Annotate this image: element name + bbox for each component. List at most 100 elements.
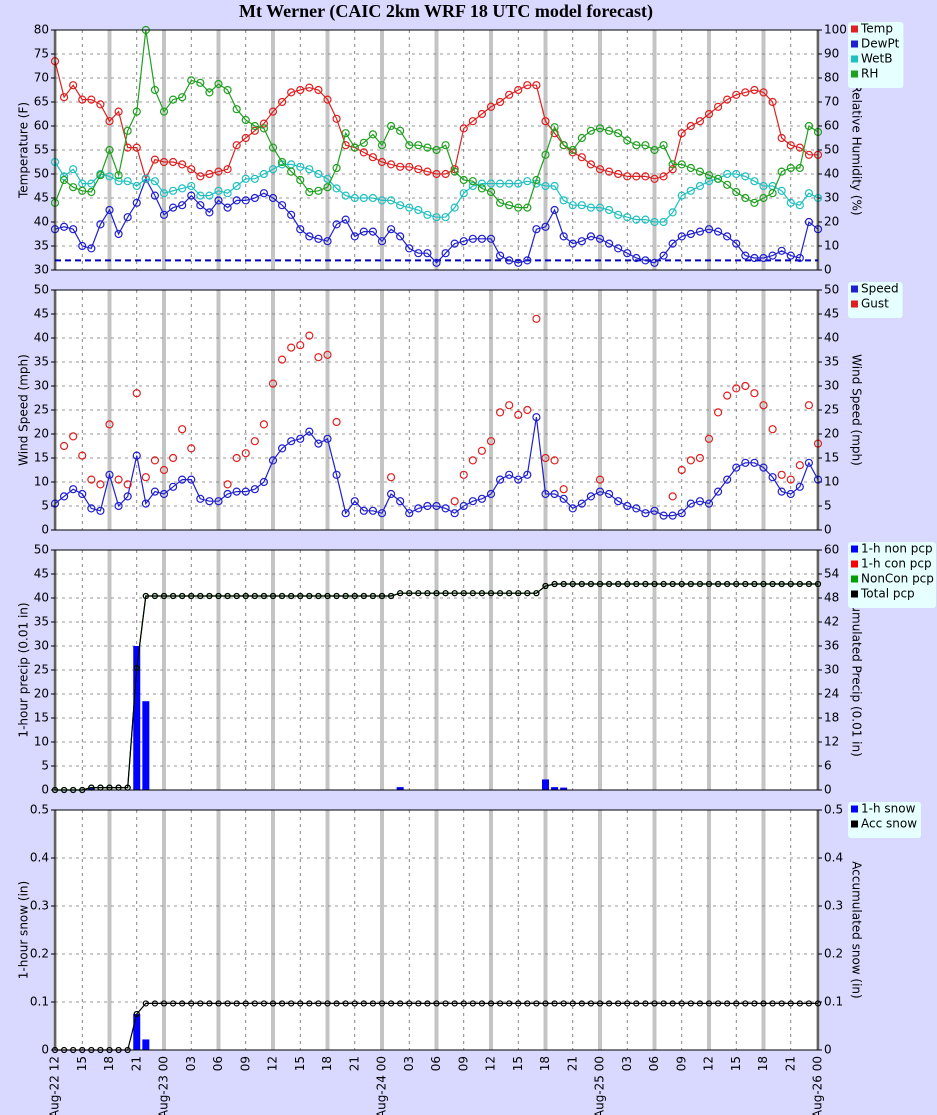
point xyxy=(795,482,804,491)
bar xyxy=(142,701,150,790)
point xyxy=(123,177,132,186)
point xyxy=(142,1000,149,1007)
point xyxy=(314,186,323,195)
legend-label: WetB xyxy=(861,52,892,66)
point xyxy=(160,1000,168,1007)
y-tick-label: 70 xyxy=(34,71,49,85)
y2-tick-label: 30 xyxy=(824,663,839,677)
point xyxy=(368,130,378,139)
y-tick-label: 55 xyxy=(34,143,49,157)
point xyxy=(351,1000,358,1007)
y2-tick-label: 54 xyxy=(824,567,839,581)
point xyxy=(777,186,786,195)
point xyxy=(233,1000,240,1007)
point xyxy=(241,174,250,183)
bar xyxy=(142,1039,150,1050)
point xyxy=(659,217,668,227)
point xyxy=(69,81,78,90)
point xyxy=(804,401,814,410)
y-tick-label: 20 xyxy=(34,687,49,701)
point xyxy=(205,191,214,200)
point xyxy=(795,461,804,470)
point xyxy=(196,201,205,210)
point xyxy=(314,85,323,95)
point xyxy=(651,580,658,588)
point xyxy=(624,580,631,588)
point xyxy=(305,83,314,92)
legend-swatch xyxy=(851,40,858,48)
point xyxy=(368,506,378,515)
point xyxy=(795,253,804,263)
point xyxy=(332,163,341,173)
point xyxy=(215,592,222,600)
point xyxy=(423,210,432,219)
point xyxy=(105,420,114,429)
point xyxy=(78,186,87,195)
point xyxy=(459,470,468,479)
point xyxy=(786,198,795,207)
point xyxy=(695,117,705,126)
point xyxy=(450,509,459,518)
point xyxy=(714,1000,722,1007)
y2-tick-label: 42 xyxy=(824,615,839,629)
point xyxy=(141,499,150,508)
point xyxy=(305,427,314,436)
y-tick-label: 35 xyxy=(34,355,49,369)
point xyxy=(268,143,278,152)
point xyxy=(315,1000,322,1007)
point xyxy=(677,465,686,475)
point xyxy=(432,145,441,155)
series-line xyxy=(54,61,818,181)
point xyxy=(424,1000,431,1007)
point xyxy=(224,1000,231,1007)
point xyxy=(523,177,532,186)
point xyxy=(324,1000,331,1007)
y2-tick-label: 18 xyxy=(824,711,839,725)
y-tick-label: 5 xyxy=(41,759,49,773)
point xyxy=(250,485,259,494)
point xyxy=(559,196,568,205)
point xyxy=(386,473,396,482)
point xyxy=(669,580,676,588)
point xyxy=(132,181,141,191)
point xyxy=(287,167,296,176)
point xyxy=(187,165,196,174)
point xyxy=(515,590,522,597)
point xyxy=(132,107,141,116)
point xyxy=(178,184,187,193)
point xyxy=(287,88,296,97)
legend-swatch xyxy=(851,805,858,813)
point xyxy=(804,150,814,159)
point xyxy=(477,234,487,243)
point xyxy=(59,441,69,451)
y2-tick-label: 0 xyxy=(824,1043,832,1057)
y2-tick-label: 30 xyxy=(824,379,839,393)
point xyxy=(569,580,576,588)
point xyxy=(650,506,659,515)
point xyxy=(796,1000,803,1007)
point xyxy=(114,475,123,484)
y2-tick-label: 0.5 xyxy=(824,803,843,817)
y2-tick-label: 15 xyxy=(824,451,839,465)
point xyxy=(595,487,605,496)
point xyxy=(451,590,458,597)
point xyxy=(505,90,514,99)
point xyxy=(641,215,650,224)
y-tick-label: 75 xyxy=(34,47,49,61)
point xyxy=(150,177,160,186)
legend-swatch xyxy=(851,55,858,63)
point xyxy=(604,239,614,248)
point xyxy=(214,79,223,89)
y-tick-label: 65 xyxy=(34,95,49,109)
point xyxy=(368,227,378,236)
y2-axis-label: Accumulated snow (in) xyxy=(850,861,864,998)
point xyxy=(578,580,585,588)
point xyxy=(668,165,677,174)
point xyxy=(615,580,622,588)
point xyxy=(397,1000,404,1007)
plot-frame xyxy=(54,289,819,531)
point xyxy=(259,189,269,198)
point xyxy=(332,417,341,427)
point xyxy=(614,244,623,253)
